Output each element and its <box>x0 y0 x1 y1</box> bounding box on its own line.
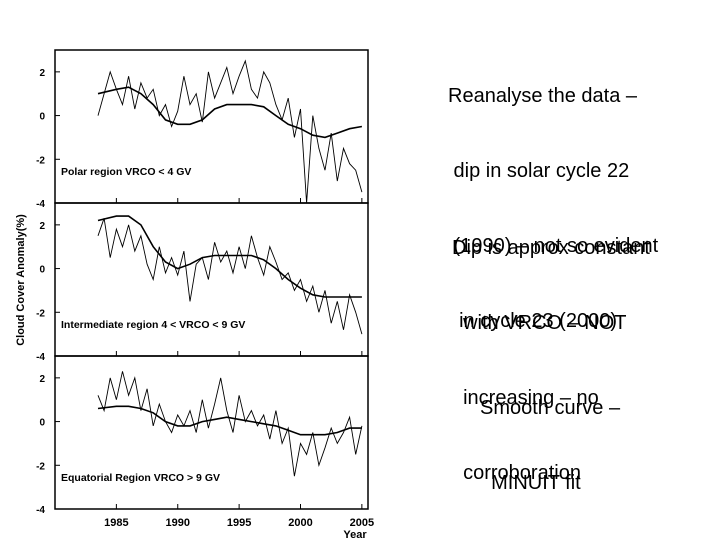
x-tick-label: 1990 <box>166 517 190 529</box>
smooth-fit-line <box>97 405 362 436</box>
y-tick-label: -4 <box>36 199 45 210</box>
note-line: (1990) – not so evident <box>448 235 659 257</box>
y-tick-label: -2 <box>36 461 45 472</box>
panel-label: Intermediate region 4 < VRCO < 9 GV <box>61 319 245 331</box>
x-axis-label: Year <box>343 529 367 540</box>
panel-label: Polar region VRCO < 4 GV <box>61 166 191 178</box>
panel-label: Equatorial Region VRCO > 9 GV <box>61 472 220 484</box>
cloud-cover-chart: 2 0 -2 -4 Polar region VRCO < 4 GV 2 0 -2 -4 Inte… <box>15 49 374 540</box>
y-tick-label: -4 <box>36 505 45 516</box>
data-series-line <box>97 371 363 477</box>
x-tick-label: 2000 <box>288 517 312 529</box>
note-dip-constant: Dip is approx constant with VRCO – NOT i… <box>452 186 650 511</box>
note-line: Reanalyse the data – <box>448 85 638 107</box>
y-tick-label: 0 <box>39 418 45 429</box>
note-line: Smooth curve – <box>480 397 621 419</box>
y-tick-label: 2 <box>39 221 45 232</box>
note-reanalyse: Reanalyse the data – dip in solar cycle … <box>448 34 658 359</box>
x-tick-label: 1985 <box>104 517 128 529</box>
note-line: dip in solar cycle 22 <box>448 160 630 182</box>
data-series-line <box>97 59 363 204</box>
note-line: Dip is approx constant <box>452 237 650 259</box>
x-tick-label: 2005 <box>350 517 374 529</box>
note-line: in cycle 23 (2000) <box>448 310 617 332</box>
data-series-line <box>97 218 363 335</box>
x-tick-label: 1995 <box>227 517 251 529</box>
smooth-fit-line <box>97 215 362 298</box>
smooth-fit-line <box>97 86 363 139</box>
y-tick-label: -2 <box>36 155 45 166</box>
y-tick-label: -2 <box>36 308 45 319</box>
y-tick-label: 0 <box>39 112 45 123</box>
panel-frame <box>54 202 369 357</box>
panel-frame <box>54 355 369 510</box>
note-line: increasing – no <box>452 387 599 409</box>
panel-frame <box>54 49 369 204</box>
y-tick-label: 2 <box>39 374 45 385</box>
note-line: corroboration <box>452 462 581 484</box>
y-tick-label: 0 <box>39 265 45 276</box>
y-tick-label: -4 <box>36 352 45 363</box>
note-line: with VRCO – NOT <box>452 312 627 334</box>
note-line: MINUIT fit <box>480 472 581 494</box>
note-smooth-curve: Smooth curve – MINUIT fit <box>480 346 620 521</box>
y-tick-label: 2 <box>39 68 45 79</box>
y-axis-label: Cloud Cover Anomaly(%) <box>15 214 27 346</box>
